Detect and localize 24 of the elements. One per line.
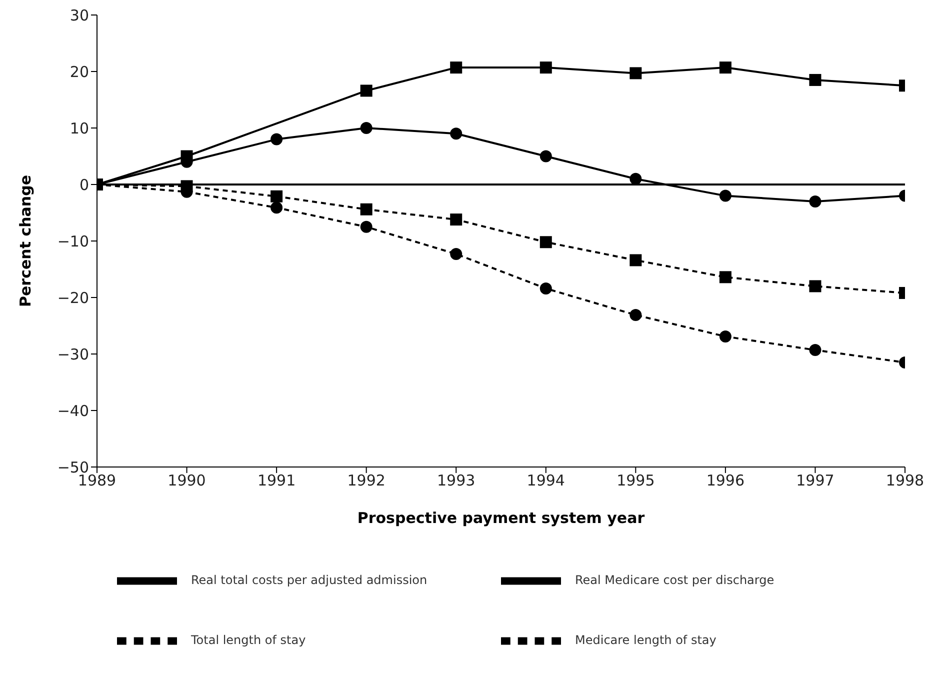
y-tick-label: −10 bbox=[57, 232, 89, 250]
y-tick-label: 10 bbox=[70, 119, 89, 138]
legend-label: Real Medicare cost per discharge bbox=[575, 572, 776, 590]
x-tick-label: 1989 bbox=[78, 472, 116, 490]
y-tick-label: −40 bbox=[57, 402, 89, 420]
x-tick-label: 1998 bbox=[886, 472, 924, 490]
y-axis-title: Percent change bbox=[16, 175, 34, 307]
x-tick-label: 1996 bbox=[706, 472, 745, 490]
x-tick-label: 1994 bbox=[526, 472, 565, 490]
x-tick-label: 1990 bbox=[168, 472, 206, 490]
y-tick-label: 30 bbox=[70, 6, 89, 24]
x-tick-label: 1995 bbox=[616, 472, 655, 490]
x-tick-label: 1991 bbox=[257, 472, 296, 490]
y-tick-label: −30 bbox=[57, 345, 89, 364]
y-tick-label: 0 bbox=[79, 176, 89, 194]
legend-label: Total length of stay bbox=[191, 632, 307, 650]
x-tick-label: 1997 bbox=[796, 472, 834, 490]
legend-label: Medicare length of stay bbox=[575, 632, 718, 650]
x-tick-label: 1993 bbox=[437, 472, 476, 490]
y-tick-label: −20 bbox=[57, 288, 89, 307]
legend-label: Real total costs per adjusted admission bbox=[191, 572, 428, 590]
x-axis-title: Prospective payment system year bbox=[357, 509, 646, 527]
x-tick-label: 1992 bbox=[347, 472, 386, 490]
y-tick-label: 20 bbox=[70, 62, 89, 81]
